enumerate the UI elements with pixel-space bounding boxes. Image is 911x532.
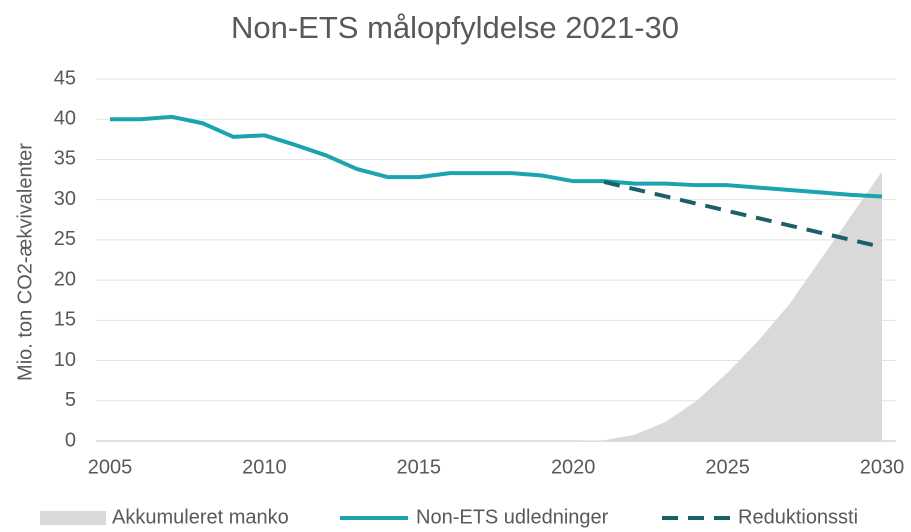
y-tick-label: 40	[54, 108, 76, 130]
legend-label: Akkumuleret manko	[112, 506, 289, 528]
y-tick-label: 0	[65, 429, 76, 451]
y-tick-label: 35	[54, 148, 76, 170]
y-tick-label: 5	[65, 389, 76, 411]
x-tick-label: 2025	[705, 456, 750, 478]
legend-label: Non-ETS udledninger	[416, 506, 609, 528]
legend-swatch	[40, 511, 106, 525]
x-tick-label: 2005	[88, 456, 133, 478]
y-tick-label: 10	[54, 349, 76, 371]
y-tick-label: 30	[54, 188, 76, 210]
x-tick-label: 2010	[242, 456, 287, 478]
x-tick-label: 2020	[551, 456, 596, 478]
y-tick-label: 25	[54, 228, 76, 250]
y-tick-label: 20	[54, 268, 76, 290]
y-tick-label: 45	[54, 67, 76, 89]
area	[573, 171, 882, 441]
legend-label: Reduktionssti	[738, 506, 858, 528]
y-tick-label: 15	[54, 309, 76, 331]
line	[603, 180, 883, 250]
y-axis-label: Mio. ton CO2-ækvivalenter	[14, 143, 36, 381]
line	[110, 114, 883, 199]
x-tick-label: 2030	[860, 456, 905, 478]
chart-title: Non-ETS målopfyldelse 2021-30	[231, 10, 679, 45]
x-tick-label: 2015	[397, 456, 442, 478]
